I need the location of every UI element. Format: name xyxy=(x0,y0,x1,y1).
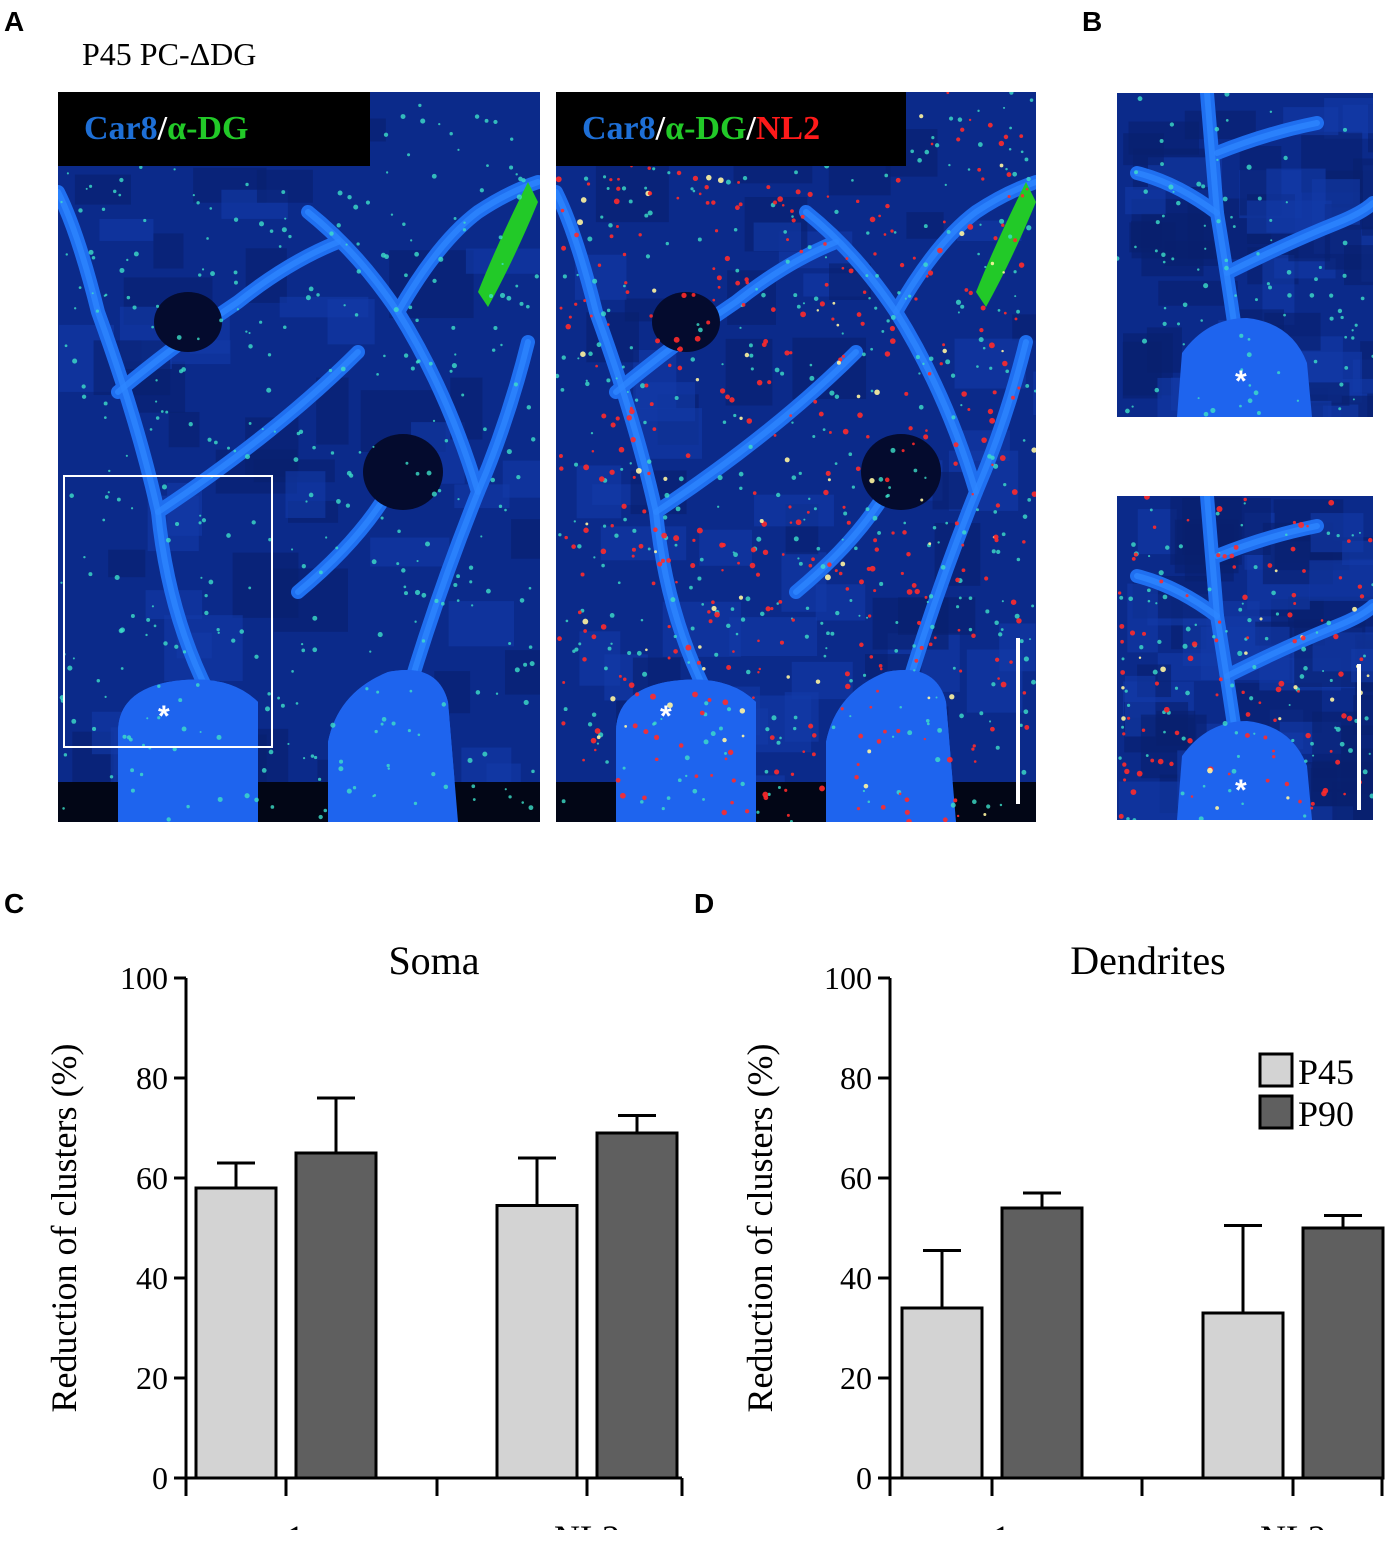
y-tick-label: 40 xyxy=(136,1260,168,1296)
micrograph-inset-car8-adg: * xyxy=(1117,93,1373,417)
panel-label-c: C xyxy=(4,888,25,919)
panel-label-b: B xyxy=(1082,6,1103,37)
stain-label-right: Car8/α-DG/NL2 xyxy=(556,92,906,166)
panel-a-subtitle: P45 PC-ΔDG xyxy=(82,36,257,72)
bar-p45-alpha1 xyxy=(900,1306,984,1480)
label-alpha-dg: α-DG xyxy=(167,110,249,147)
y-tick-label: 0 xyxy=(152,1460,168,1496)
label-separator: / xyxy=(157,110,168,147)
x-tick-label: α1 xyxy=(974,1518,1011,1530)
micrograph-car8-adg: Car8/α-DG * xyxy=(58,92,540,822)
y-tick-label: 60 xyxy=(840,1160,872,1196)
y-tick-label: 20 xyxy=(840,1360,872,1396)
scale-bar xyxy=(1016,638,1020,804)
tissue-texture xyxy=(58,92,540,822)
legend-swatch xyxy=(1258,1052,1294,1088)
label-car8: Car8 xyxy=(84,110,158,147)
soma-asterisk: * xyxy=(158,700,170,733)
soma-asterisk: * xyxy=(1235,774,1247,807)
bar-chart-dendrites: Dendrites 0 20 40 60 80 100 Reduction of cluste… xyxy=(740,938,1385,1530)
bar-p45-nl2 xyxy=(495,1204,579,1480)
chart-title: Dendrites xyxy=(1070,938,1226,983)
y-tick-label: 100 xyxy=(824,960,872,996)
micrograph-inset-car8-adg-nl2: * xyxy=(1117,496,1373,820)
micrograph-image xyxy=(58,92,540,822)
label-separator: / xyxy=(655,110,666,147)
y-tick-label: 80 xyxy=(136,1060,168,1096)
y-axis-label: Reduction of clusters (%) xyxy=(44,1044,84,1413)
panel-label-a: A xyxy=(4,6,25,37)
chart-title: Soma xyxy=(388,938,479,983)
micrograph-image xyxy=(556,92,1036,822)
bar-p90-alpha1 xyxy=(1000,1206,1084,1480)
puncta xyxy=(556,92,1036,822)
label-nl2: NL2 xyxy=(755,110,821,147)
micrograph-image xyxy=(1117,496,1373,820)
panel-label-d: D xyxy=(694,888,715,919)
y-tick-label: 80 xyxy=(840,1060,872,1096)
x-tick-label: NL2 xyxy=(554,1518,620,1530)
bar-p45-nl2 xyxy=(1201,1311,1285,1480)
label-alpha-dg: α-DG xyxy=(665,110,747,147)
legend-label: P45 xyxy=(1298,1052,1354,1092)
y-tick-label: 100 xyxy=(120,960,168,996)
bar-p90-nl2 xyxy=(595,1131,679,1480)
tissue-texture xyxy=(1117,496,1373,820)
inset-region-box xyxy=(63,475,273,748)
x-tick-label: NL2 xyxy=(1260,1518,1326,1530)
soma-asterisk: * xyxy=(1235,365,1247,398)
y-tick-label: 60 xyxy=(136,1160,168,1196)
tissue-texture xyxy=(1117,93,1373,417)
stain-label-left: Car8/α-DG xyxy=(58,92,370,166)
soma-asterisk: * xyxy=(660,700,672,733)
micrograph-car8-adg-nl2: Car8/α-DG/NL2 * xyxy=(556,92,1036,822)
puncta xyxy=(59,92,539,822)
bar-p90-nl2 xyxy=(1301,1226,1385,1480)
puncta xyxy=(1117,93,1373,417)
x-tick-label: α1 xyxy=(268,1518,305,1530)
micrograph-image xyxy=(1117,93,1373,417)
y-tick-label: 40 xyxy=(840,1260,872,1296)
label-car8: Car8 xyxy=(582,110,656,147)
bar-chart-soma: Soma 0 20 40 60 80 100 Reduction of clusters (%… xyxy=(44,938,684,1530)
y-tick-label: 20 xyxy=(136,1360,168,1396)
bar-p45-alpha1 xyxy=(194,1186,278,1480)
legend-label: P90 xyxy=(1298,1094,1354,1134)
legend-swatch xyxy=(1258,1094,1294,1130)
scale-bar xyxy=(1357,664,1361,810)
y-tick-label: 0 xyxy=(856,1460,872,1496)
y-axis-label: Reduction of clusters (%) xyxy=(740,1044,780,1413)
bar-p90-alpha1 xyxy=(294,1151,378,1480)
label-separator: / xyxy=(746,110,756,147)
